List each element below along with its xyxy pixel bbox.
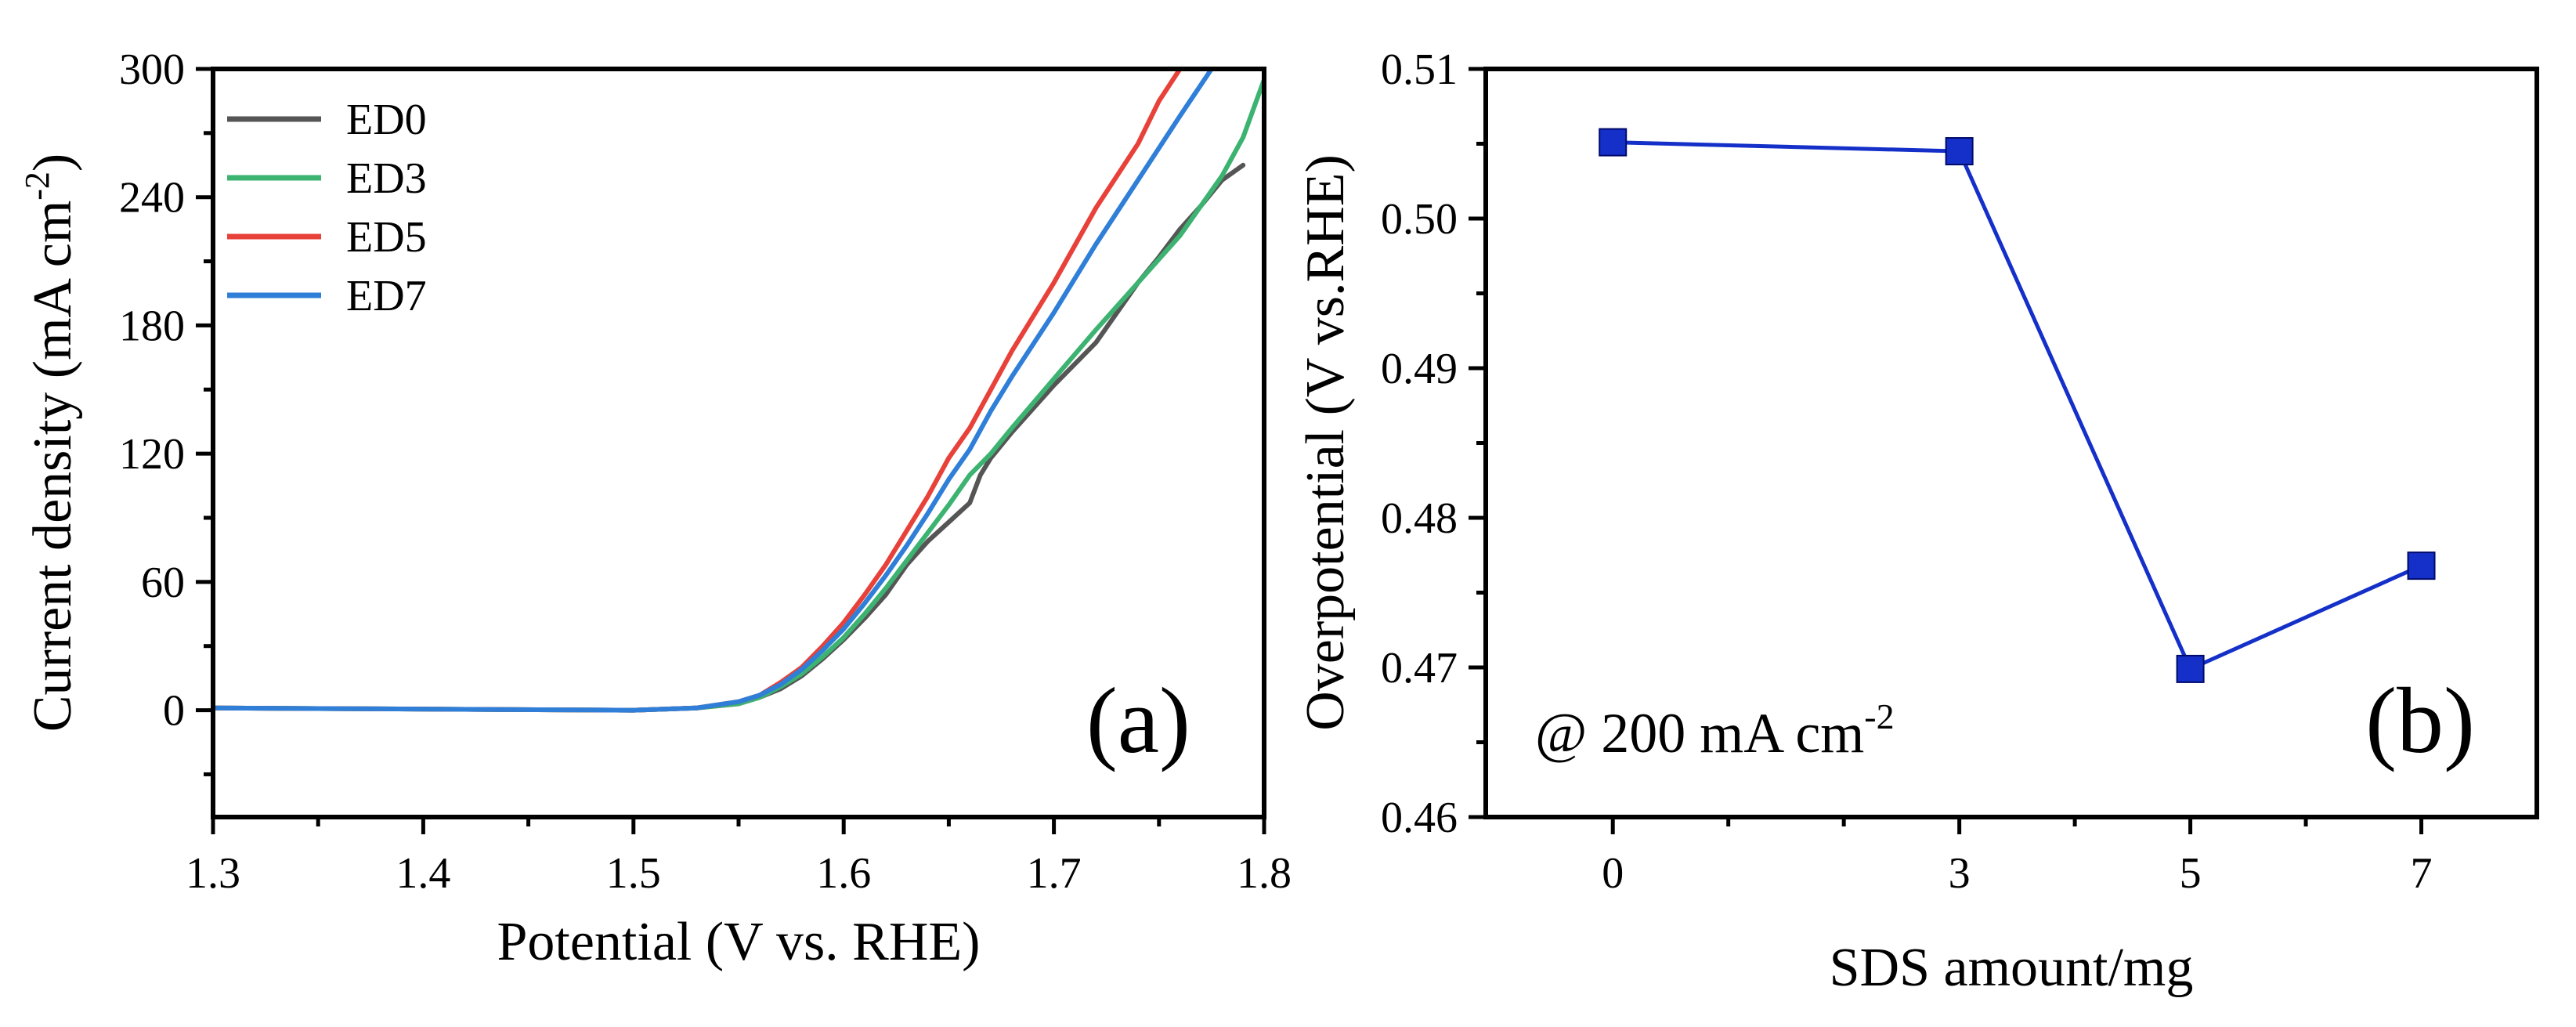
panel-a-y-axis-title-main: Current density (mA cm — [23, 201, 83, 732]
panel-b-y-tick-label: 0.51 — [1381, 45, 1458, 94]
panel-a-series-group — [211, 67, 1266, 713]
panel-b-label: (b) — [2365, 668, 2475, 772]
panel-b-series-line-overpotential — [1610, 140, 2423, 671]
panel-b-x-tick-label: 5 — [2180, 849, 2202, 898]
panel-a-series-line-ed7 — [211, 67, 1214, 713]
panel-b-y-tick-label: 0.46 — [1381, 794, 1458, 842]
panel-a-x-tick-label: 1.6 — [816, 849, 871, 898]
panel-b-data-point — [1599, 128, 1628, 157]
panel-a-y-tick-label: 240 — [119, 174, 185, 222]
panel-a-chart: 1.3 1.4 1.5 1.6 1.7 1.8 0 60 120 180 240 300 ED0 ED3… — [18, 45, 1292, 972]
panel-b-y-tick-label: 0.47 — [1381, 644, 1458, 693]
panel-a-y-tick-label: 180 — [119, 302, 185, 350]
panel-a-legend-label-ed7: ED7 — [346, 272, 427, 320]
panel-b-data-point — [2176, 654, 2205, 683]
panel-b-annotation-sup: -2 — [1864, 696, 1894, 736]
panel-a-legend: ED0 ED3 ED5 ED7 — [227, 96, 427, 320]
panel-b-y-tick-label: 0.50 — [1381, 195, 1458, 244]
panel-b-series-group — [1599, 128, 2436, 683]
panel-a-y-tick-label: 120 — [119, 430, 185, 479]
panel-a-y-axis-title: Current density (mA cm-2) — [18, 154, 83, 732]
panel-b-x-tick-label: 7 — [2411, 849, 2433, 898]
panel-a-x-tick-label: 1.5 — [606, 849, 661, 898]
panel-b-annotation: @ 200 mA cm-2 — [1535, 696, 1895, 765]
panel-b-x-tick-label: 0 — [1602, 849, 1624, 898]
panel-a-x-tick-label: 1.4 — [396, 849, 450, 898]
panel-a-legend-label-ed0: ED0 — [346, 96, 427, 144]
panel-b-y-axis-title: Overpotential (V vs.RHE) — [1295, 154, 1356, 731]
panel-a-y-axis-title-end: ) — [23, 154, 83, 172]
panel-b-data-point — [2407, 551, 2436, 580]
panel-a-y-axis-title-sup: -2 — [18, 172, 56, 201]
panel-b-chart: 0 3 5 7 0.46 0.47 0.48 0.49 0.50 0.51 (b) @ 200 m… — [1295, 45, 2539, 998]
panel-b-annotation-main: @ 200 mA cm — [1535, 702, 1864, 765]
panel-a-y-tick-label: 0 — [163, 687, 185, 736]
panel-a-y-tick-label: 60 — [141, 559, 185, 607]
panel-a-y-tick-label: 300 — [119, 45, 185, 94]
panel-a-legend-label-ed5: ED5 — [346, 213, 427, 262]
panel-a-x-tick-label: 1.8 — [1237, 849, 1292, 898]
panel-a-x-axis-title: Potential (V vs. RHE) — [497, 912, 980, 972]
panel-b-data-point — [1945, 137, 1974, 166]
panel-a-x-tick-label: 1.3 — [186, 849, 240, 898]
panel-a-legend-label-ed3: ED3 — [346, 154, 427, 203]
panel-a-ticks: 1.3 1.4 1.5 1.6 1.7 1.8 0 60 120 180 240 300 — [119, 45, 1292, 898]
panel-a-x-tick-label: 1.7 — [1027, 849, 1082, 898]
panel-a-label: (a) — [1086, 668, 1190, 772]
panel-b-ticks: 0 3 5 7 0.46 0.47 0.48 0.49 0.50 0.51 — [1381, 45, 2433, 898]
panel-b-x-axis-title: SDS amount/mg — [1830, 938, 2194, 998]
panel-b-y-tick-label: 0.48 — [1381, 494, 1458, 543]
panel-b-y-tick-label: 0.49 — [1381, 345, 1458, 393]
panel-b-x-tick-label: 3 — [1949, 849, 1971, 898]
